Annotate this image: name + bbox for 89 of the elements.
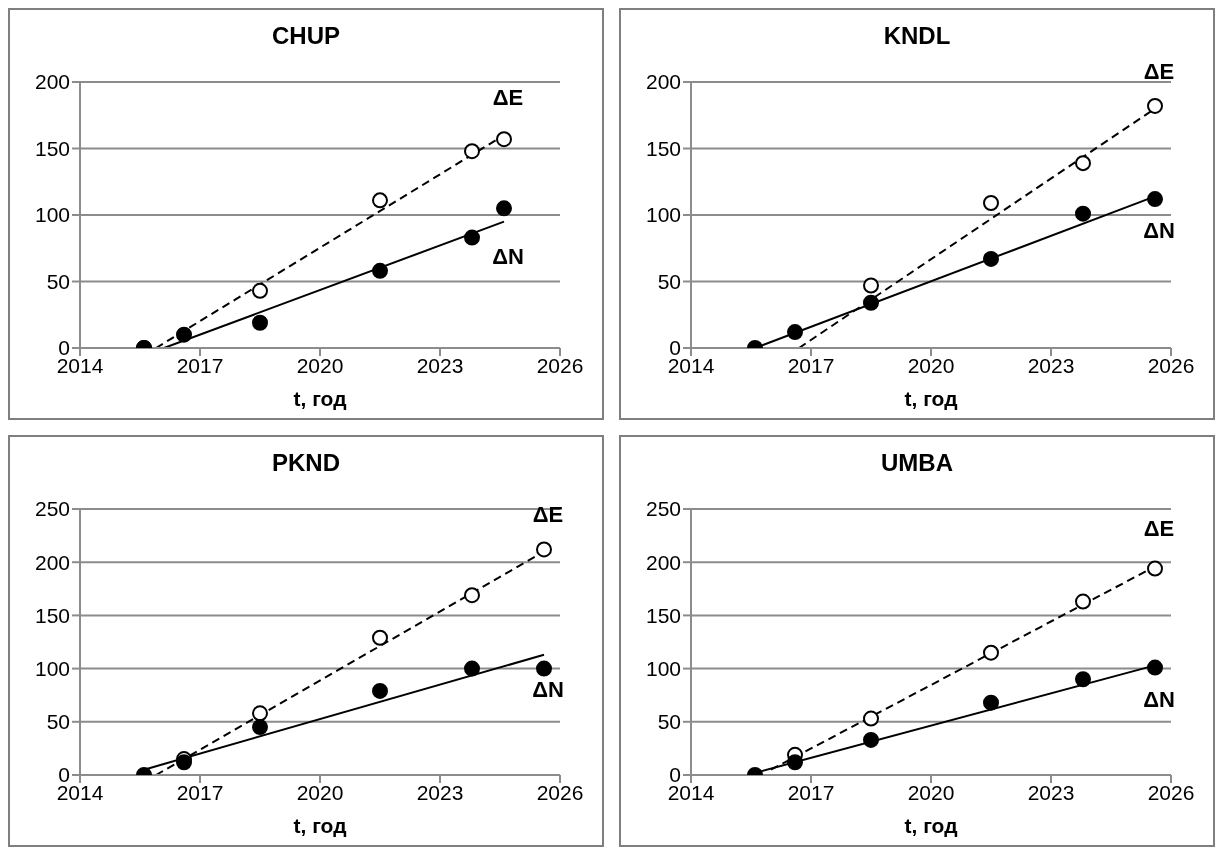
series-label: ΔE <box>1143 516 1175 542</box>
point <box>464 660 480 677</box>
point <box>983 694 999 711</box>
x-tick-label: 2023 <box>416 780 464 804</box>
point <box>1147 191 1163 208</box>
series-label: ΔE <box>1143 58 1175 84</box>
point <box>787 754 803 771</box>
x-tick-label: 2017 <box>787 353 835 377</box>
y-tick-label: 0 <box>669 336 681 360</box>
y-tick-label: 0 <box>58 763 70 787</box>
y-tick-label: 250 <box>34 497 70 521</box>
x-tick-label: 2026 <box>536 353 584 377</box>
x-axis-title: t, год <box>904 387 958 410</box>
series-label: ΔE <box>492 85 524 111</box>
series-label: ΔN <box>1143 218 1175 244</box>
point <box>863 277 879 294</box>
y-tick-label: 100 <box>34 203 70 227</box>
point <box>983 250 999 267</box>
chart-title: KNDL <box>882 22 952 51</box>
point <box>464 587 480 604</box>
point <box>536 660 552 677</box>
point <box>983 644 999 661</box>
point <box>496 131 512 148</box>
point <box>1075 205 1091 222</box>
point <box>536 541 552 558</box>
series-label: ΔN <box>492 243 524 269</box>
x-tick-label: 2020 <box>296 353 344 377</box>
y-tick-label: 200 <box>34 70 70 94</box>
y-tick-label: 100 <box>645 657 681 681</box>
x-tick-label: 2023 <box>416 353 464 377</box>
point <box>464 229 480 246</box>
x-tick-label: 2023 <box>1027 780 1075 804</box>
x-tick-label: 2020 <box>296 780 344 804</box>
point <box>1075 155 1091 172</box>
x-tick-label: 2017 <box>787 780 835 804</box>
series-label: ΔN <box>1143 687 1175 713</box>
y-tick-label: 0 <box>669 763 681 787</box>
x-tick-label: 2017 <box>176 780 224 804</box>
x-tick-label: 2020 <box>907 780 955 804</box>
point <box>1147 659 1163 676</box>
point <box>464 143 480 160</box>
y-tick-label: 200 <box>34 550 70 574</box>
y-tick-label: 200 <box>645 70 681 94</box>
y-tick-label: 150 <box>645 603 681 627</box>
chart-title: PKND <box>271 449 341 478</box>
point <box>863 731 879 748</box>
y-tick-label: 150 <box>34 603 70 627</box>
series-label: ΔN <box>532 676 564 702</box>
chart-title: CHUP <box>271 22 341 51</box>
series-label: ΔE <box>532 501 564 527</box>
y-tick-label: 50 <box>657 710 681 734</box>
y-tick-label: 100 <box>34 657 70 681</box>
x-tick-label: 2023 <box>1027 353 1075 377</box>
y-tick-label: 50 <box>46 710 70 734</box>
y-tick-label: 150 <box>34 136 70 160</box>
y-tick-label: 200 <box>645 550 681 574</box>
point <box>787 324 803 341</box>
point <box>1075 671 1091 688</box>
x-axis-title: t, год <box>293 814 347 837</box>
point <box>1147 560 1163 577</box>
point <box>252 314 268 331</box>
point <box>372 262 388 279</box>
x-tick-label: 2026 <box>1147 780 1195 804</box>
point <box>252 719 268 736</box>
point <box>252 282 268 299</box>
x-tick-label: 2017 <box>176 353 224 377</box>
point <box>1075 593 1091 610</box>
point <box>496 200 512 217</box>
point <box>176 326 192 343</box>
point <box>863 294 879 311</box>
point <box>863 710 879 727</box>
y-tick-label: 50 <box>46 269 70 293</box>
y-tick-label: 50 <box>657 269 681 293</box>
x-axis-title: t, год <box>293 387 347 410</box>
point <box>1147 97 1163 114</box>
x-tick-label: 2020 <box>907 353 955 377</box>
x-tick-label: 2026 <box>1147 353 1195 377</box>
point <box>372 192 388 209</box>
chart-title: UMBA <box>880 449 954 478</box>
y-tick-label: 150 <box>645 136 681 160</box>
x-tick-label: 2026 <box>536 780 584 804</box>
point <box>252 705 268 722</box>
point <box>372 682 388 699</box>
point <box>983 195 999 212</box>
x-axis-title: t, год <box>904 814 958 837</box>
y-tick-label: 0 <box>58 336 70 360</box>
y-tick-label: 250 <box>645 497 681 521</box>
y-tick-label: 100 <box>645 203 681 227</box>
point <box>372 629 388 646</box>
